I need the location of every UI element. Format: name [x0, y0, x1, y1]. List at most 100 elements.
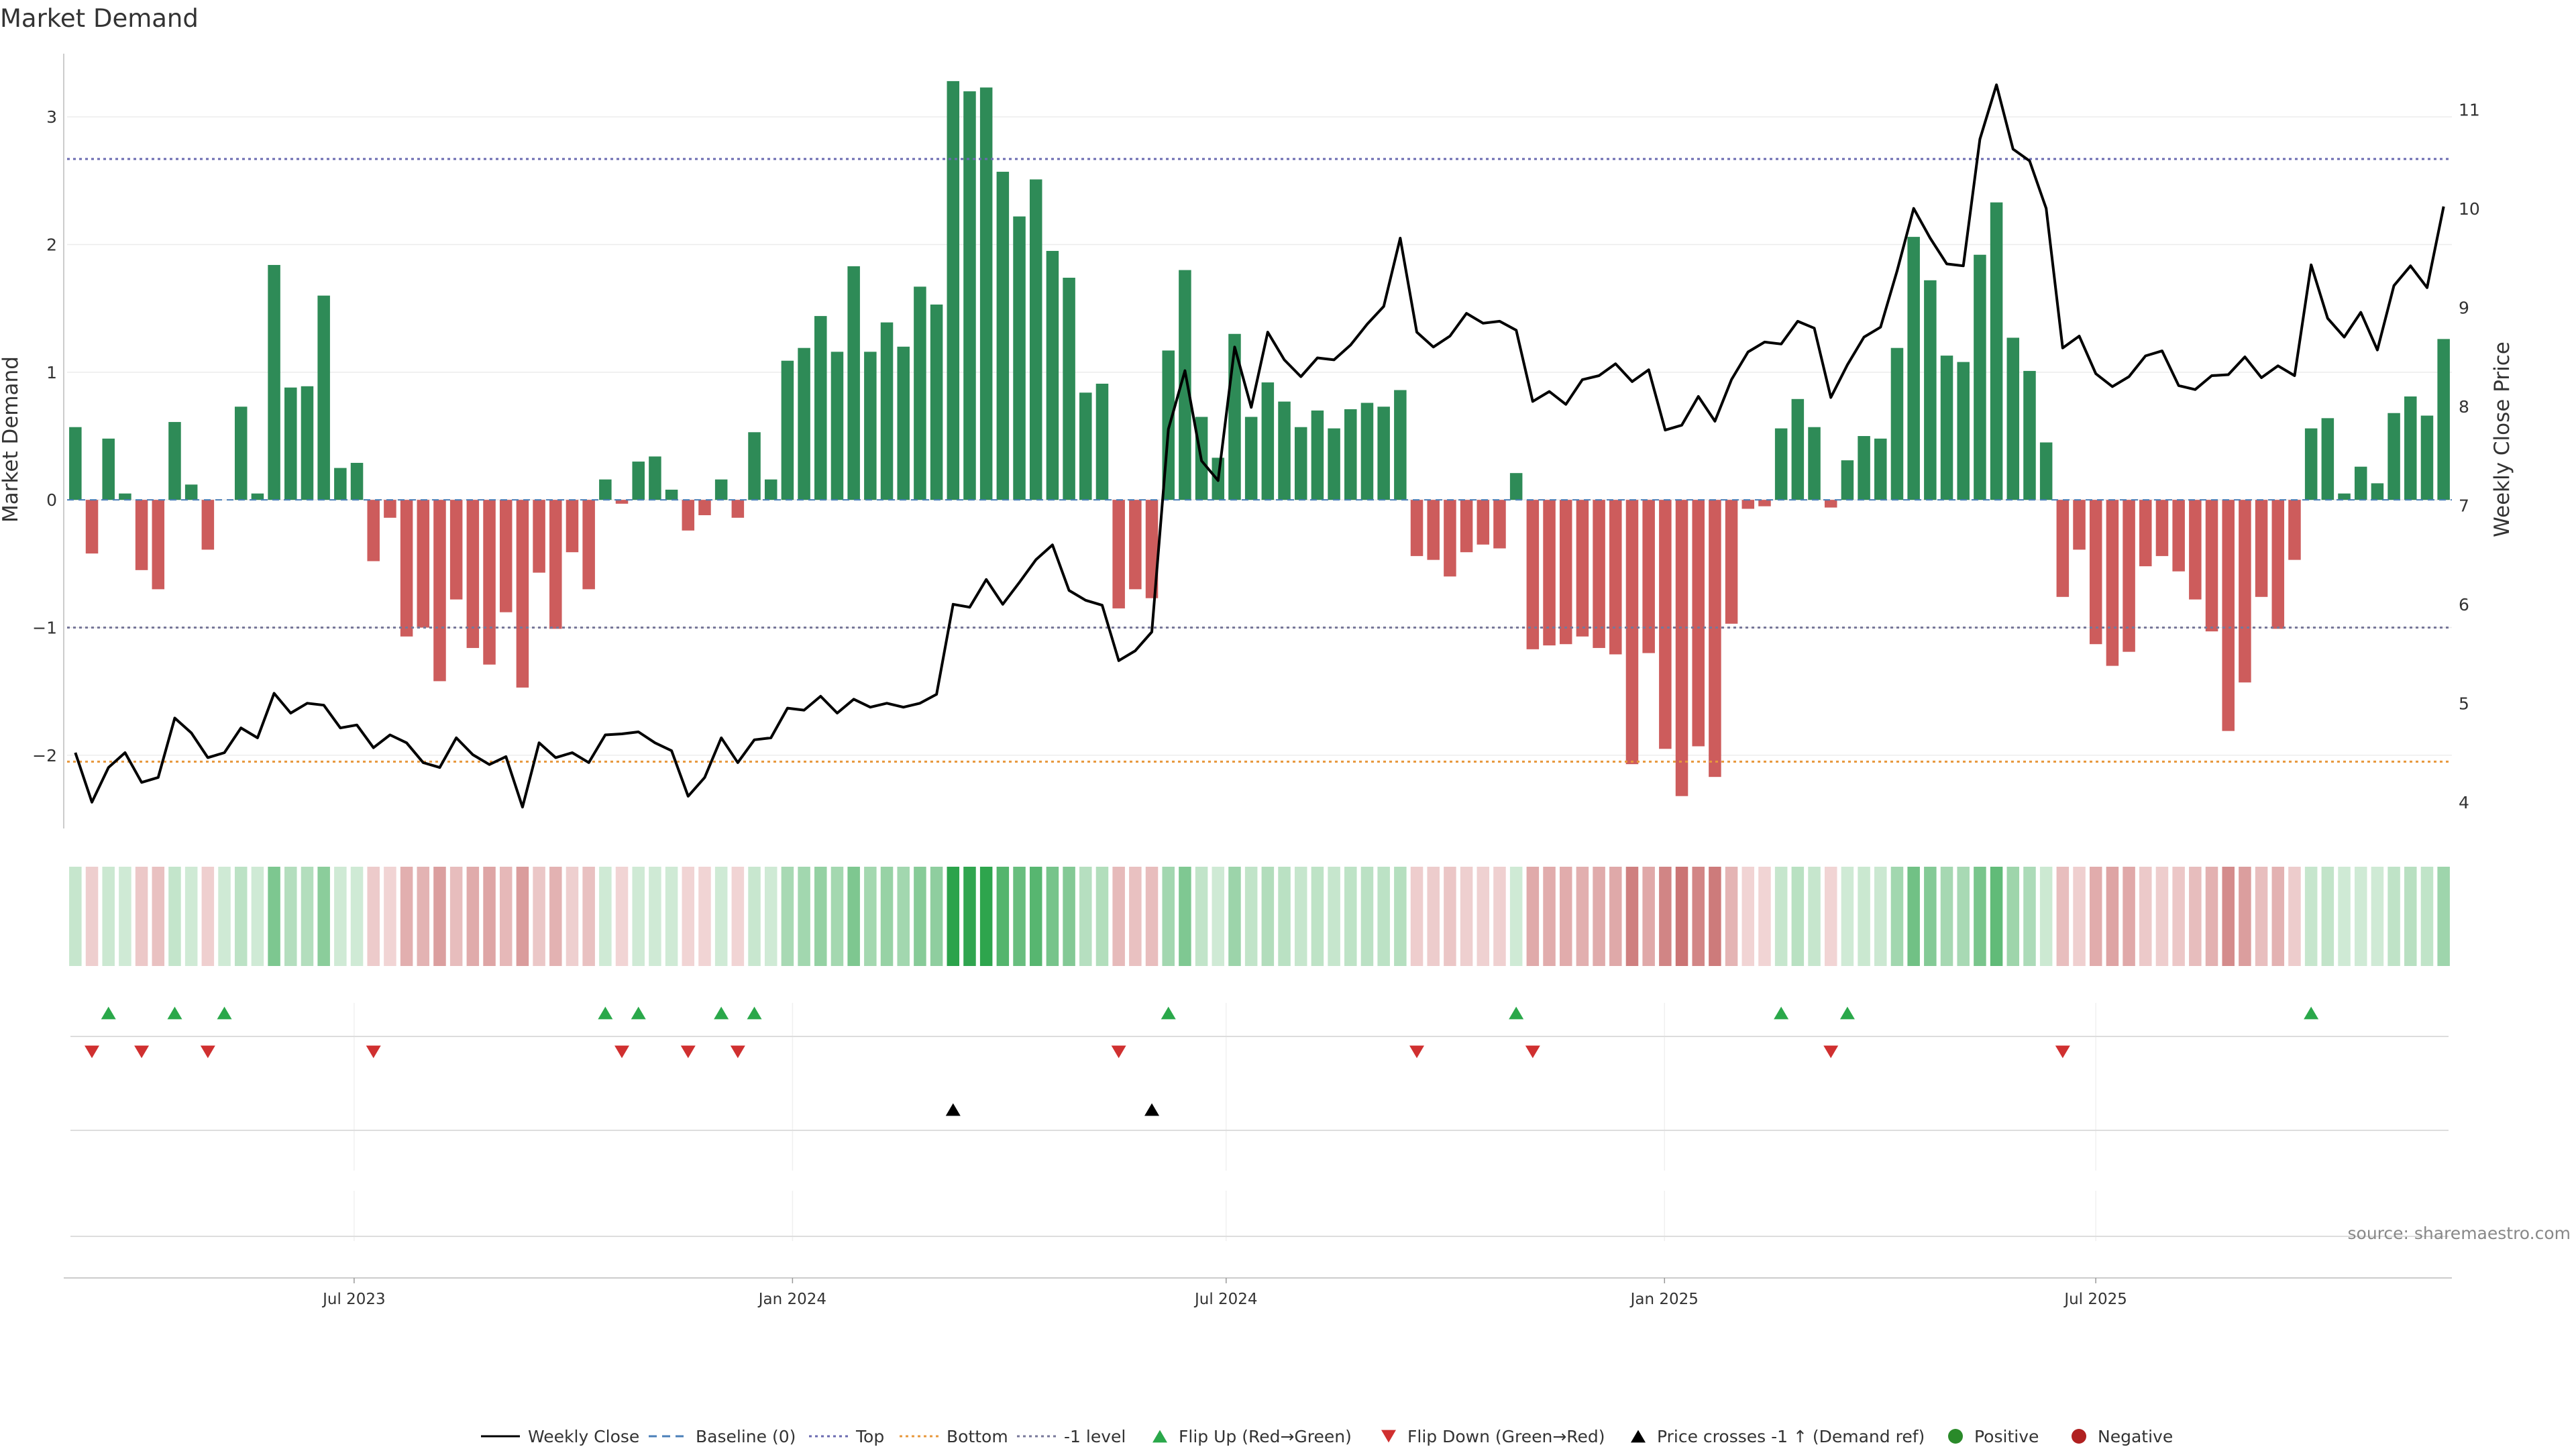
heat-cell: [1294, 867, 1307, 966]
demand-bar: [384, 500, 396, 518]
legend-item: Flip Up (Red→Green): [1152, 1427, 1352, 1446]
demand-bar: [1328, 428, 1340, 500]
heat-cell: [549, 867, 562, 966]
heat-cell: [1394, 867, 1407, 966]
heat-cell: [1244, 867, 1258, 966]
legend-swatch: [1381, 1430, 1396, 1443]
demand-bar: [301, 386, 314, 500]
heat-cell: [1410, 867, 1424, 966]
flip-up-marker: [747, 1006, 762, 1020]
demand-bar: [930, 304, 943, 500]
heat-cell: [384, 867, 396, 966]
demand-bar: [1874, 438, 1887, 500]
heat-cell: [201, 867, 215, 966]
legend-label: Top: [855, 1427, 884, 1446]
heat-cell: [830, 867, 844, 966]
heat-cell: [979, 867, 993, 966]
demand-bar: [1477, 500, 1490, 545]
y-tick-label-left: −1: [32, 618, 57, 637]
demand-bar: [1725, 500, 1738, 624]
heat-cell: [1808, 867, 1821, 966]
y-tick-label-right: 6: [2459, 595, 2469, 614]
demand-bar: [1509, 473, 1523, 500]
demand-bar: [963, 91, 976, 500]
legend-swatch: [2072, 1429, 2086, 1444]
demand-bar: [317, 295, 330, 500]
heat-cell: [119, 867, 131, 966]
demand-bar: [2006, 337, 2020, 500]
heat-cell: [2205, 867, 2218, 966]
heat-cell: [1974, 867, 1986, 966]
heat-cell: [1344, 867, 1357, 966]
heat-cell: [85, 867, 99, 966]
demand-bar: [1410, 500, 1424, 556]
legend-item: Negative: [2072, 1427, 2173, 1446]
demand-bar: [417, 500, 430, 628]
heat-cell: [152, 867, 165, 966]
demand-bar: [1112, 500, 1125, 608]
demand-bar: [1758, 500, 1771, 506]
heat-cell: [184, 867, 198, 966]
legend-label: Flip Up (Red→Green): [1179, 1427, 1352, 1446]
legend-label: Flip Down (Green→Red): [1407, 1427, 1605, 1446]
heat-cell: [1791, 867, 1805, 966]
heat-cell: [2189, 867, 2202, 966]
demand-bar: [1278, 401, 1291, 500]
heat-cell: [632, 867, 645, 966]
heat-cell: [649, 867, 661, 966]
heat-cell: [1063, 867, 1075, 966]
demand-bar: [1808, 427, 1821, 500]
heat-cell: [847, 867, 860, 966]
demand-bar: [2387, 413, 2400, 500]
demand-bar: [781, 360, 794, 500]
y-tick-label-left: −2: [32, 746, 57, 765]
demand-bar: [367, 500, 380, 561]
heat-cell: [1609, 867, 1622, 966]
heat-cell: [731, 867, 745, 966]
heat-cell: [599, 867, 612, 966]
legend-item: Weekly Close: [481, 1427, 639, 1446]
demand-bar: [168, 422, 181, 500]
heat-cell: [1642, 867, 1655, 966]
x-tick-label: Jul 2023: [321, 1291, 386, 1308]
heat-cell: [1758, 867, 1771, 966]
heat-cell: [864, 867, 877, 966]
flip-down-marker: [1111, 1045, 1126, 1059]
heat-cell: [234, 867, 248, 966]
flip-up-marker: [598, 1006, 613, 1020]
demand-bar: [184, 484, 198, 500]
demand-bar: [2189, 500, 2202, 600]
heat-cell: [1858, 867, 1870, 966]
demand-bar: [1079, 392, 1092, 500]
heat-cell: [2172, 867, 2185, 966]
demand-bar: [1990, 202, 2003, 500]
y-tick-label-right: 7: [2459, 496, 2469, 515]
y-tick-label-left: 1: [46, 363, 57, 382]
heat-cell: [2271, 867, 2285, 966]
demand-bar: [1625, 500, 1639, 765]
demand-bar: [2304, 428, 2318, 500]
heat-cell: [1692, 867, 1705, 966]
legend: Weekly Close Baseline (0) Top Bottom -1 leve…: [481, 1427, 2173, 1446]
heat-cell: [963, 867, 976, 966]
demand-heat-strip: [69, 867, 2450, 966]
heat-cell: [69, 867, 82, 966]
heat-cell: [466, 867, 480, 966]
demand-bar: [2404, 396, 2417, 500]
heat-cell: [1890, 867, 1904, 966]
demand-bar: [533, 500, 545, 573]
legend-label: -1 level: [1064, 1427, 1126, 1446]
heat-cell: [1824, 867, 1837, 966]
heat-cell: [1659, 867, 1672, 966]
flip-up-marker: [714, 1006, 729, 1020]
demand-bar: [2139, 500, 2152, 567]
heat-cell: [582, 867, 595, 966]
heat-cell: [2006, 867, 2020, 966]
y-tick-label-right: 5: [2459, 694, 2469, 713]
heat-cell: [1924, 867, 1937, 966]
demand-bar: [1841, 460, 1854, 500]
heat-cell: [1261, 867, 1275, 966]
flip-up-marker: [1774, 1006, 1789, 1020]
heat-cell: [2404, 867, 2417, 966]
demand-bar: [632, 462, 645, 500]
